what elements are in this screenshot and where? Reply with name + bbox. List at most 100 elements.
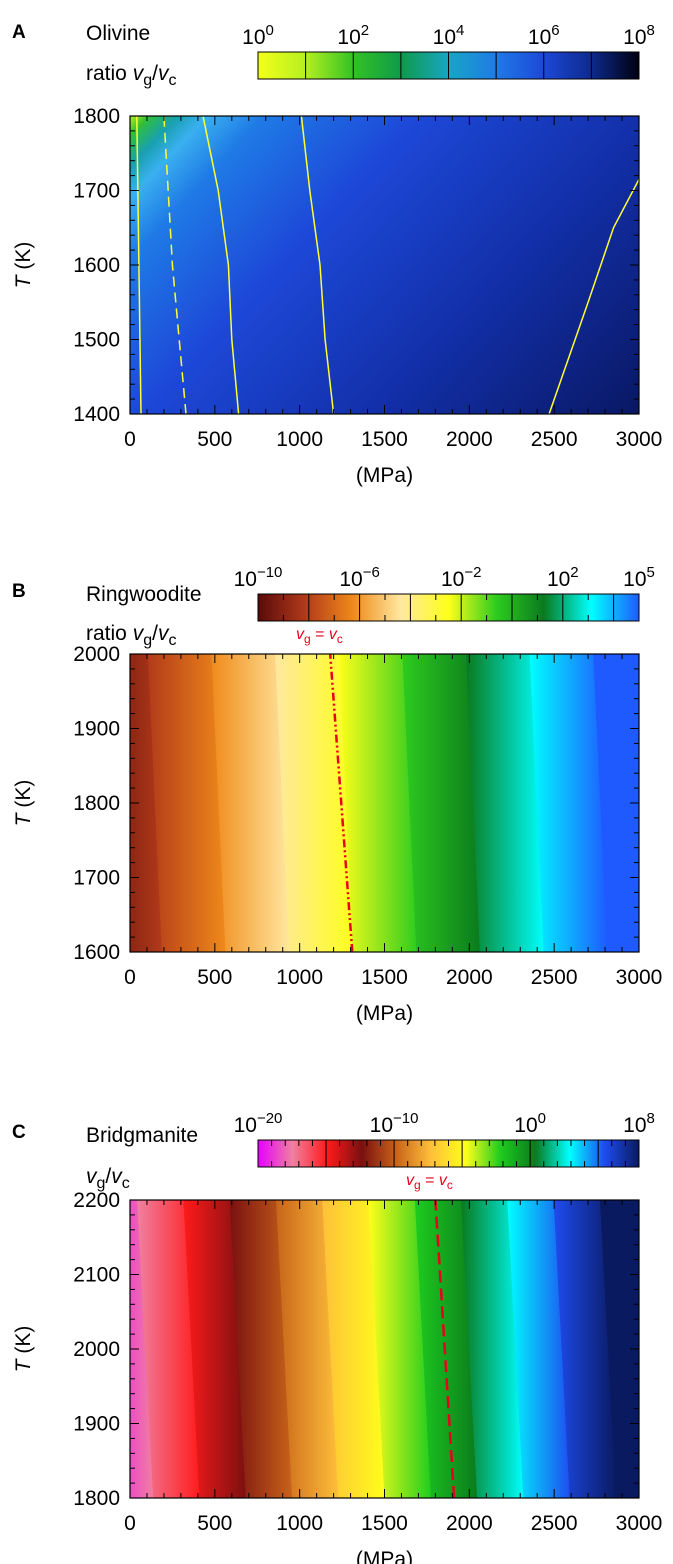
heatmap-band (183, 1200, 247, 1498)
heatmap-band (211, 654, 291, 952)
y-axis-label: T (K) (12, 242, 35, 289)
x-axis-label: (MPa) (356, 1002, 413, 1025)
y-tick-label: 2000 (73, 643, 120, 666)
heatmap-band (147, 654, 227, 952)
colorbar (257, 593, 640, 622)
y-tick-label: 1400 (73, 403, 120, 426)
colorbar-tick-label: 10−2 (441, 564, 481, 591)
equality-line (434, 1200, 456, 1498)
heatmap-band (368, 1200, 432, 1498)
panel-b: B Ringwoodite ratio vg/vc 10−10 10−6 10−2 102 1… (12, 564, 663, 1025)
colorbar-tick-label: 10−10 (234, 564, 283, 591)
x-tick-label: 3000 (616, 966, 663, 989)
heatmap-band (414, 1200, 478, 1498)
y-tick-label: 1800 (73, 1487, 120, 1510)
panel-letter: C (12, 1122, 26, 1143)
heatmap-band (229, 1200, 293, 1498)
mineral-title: Bridgmanite (86, 1124, 198, 1147)
heatmap-band (276, 1200, 340, 1498)
x-tick-label: 1500 (361, 428, 408, 451)
colorbar-tick-label: 102 (337, 22, 369, 49)
colorbar-tick-label: 105 (623, 564, 655, 591)
x-tick-label: 2000 (446, 966, 493, 989)
y-tick-label: 1500 (73, 329, 120, 352)
y-tick-label: 1700 (73, 867, 120, 890)
colorbar-tick-label: 10−6 (339, 564, 379, 591)
x-tick-label: 2000 (446, 1512, 493, 1535)
heatmap-band (275, 654, 354, 952)
contour-line (202, 116, 240, 414)
heatmap-area (130, 654, 639, 952)
heatmap-band (461, 1200, 525, 1498)
y-tick-label: 1900 (73, 1413, 120, 1436)
y-tick-label: 1800 (73, 105, 120, 128)
x-tick-label: 2500 (531, 428, 578, 451)
contour-line (300, 116, 335, 414)
x-tick-label: 0 (124, 1512, 136, 1535)
y-tick-label: 1800 (73, 792, 120, 815)
x-tick-label: 3000 (616, 428, 663, 451)
heatmap-band (599, 1200, 639, 1498)
colorbar-tick-label: 108 (623, 1110, 655, 1137)
panel-a: A Olivine ratio vg/vc 100 102 104 106 108 0 500 10… (12, 22, 662, 487)
colorbar-label: vg/vc (86, 1165, 130, 1192)
y-tick-label: 1700 (73, 180, 120, 203)
heatmap-band (529, 654, 609, 952)
x-tick-label: 2500 (531, 966, 578, 989)
y-tick-label: 1600 (73, 941, 120, 964)
colorbar-label: ratio vg/vc (86, 622, 176, 649)
x-tick-label: 500 (197, 428, 232, 451)
heatmap-band (137, 1200, 201, 1498)
mineral-title: Ringwoodite (86, 583, 202, 606)
x-tick-label: 0 (124, 428, 136, 451)
contour-line (548, 178, 639, 414)
contour-line (163, 116, 187, 414)
colorbar-tick-label: 106 (528, 22, 560, 49)
x-tick-label: 2500 (531, 1512, 578, 1535)
heatmap-area (130, 116, 639, 414)
colorbar-tick-label: 100 (514, 1110, 546, 1137)
colorbar-tick-label: 100 (242, 22, 274, 49)
heatmap-band (465, 654, 545, 952)
x-tick-label: 1000 (276, 1512, 323, 1535)
y-axis-label: T (K) (12, 1326, 35, 1373)
colorbar-tick-label: 10−10 (370, 1110, 419, 1137)
y-axis-label: T (K) (12, 780, 35, 827)
colorbar-label: ratio vg/vc (86, 62, 176, 89)
x-tick-label: 1000 (276, 966, 323, 989)
x-tick-label: 0 (124, 966, 136, 989)
colorbar-tick-label: 104 (433, 22, 465, 49)
x-tick-label: 1000 (276, 428, 323, 451)
heatmap-band (553, 1200, 617, 1498)
heatmap-band (507, 1200, 571, 1498)
heatmap-area (130, 1200, 639, 1498)
panel-letter: B (12, 581, 26, 602)
y-tick-label: 2100 (73, 1264, 120, 1287)
equality-annotation: vg = vc (406, 1172, 453, 1192)
x-axis-label: (MPa) (356, 1548, 413, 1564)
y-tick-label: 2000 (73, 1338, 120, 1361)
y-tick-label: 1600 (73, 254, 120, 277)
colorbar-tick-label: 108 (623, 22, 655, 49)
y-tick-label: 1900 (73, 718, 120, 741)
heatmap-band (402, 654, 481, 952)
panel-letter: A (12, 22, 26, 43)
colorbar-tick-label: 10−20 (234, 1110, 283, 1137)
y-tick-label: 2200 (73, 1189, 120, 1212)
colorbar-tick-label: 102 (547, 564, 579, 591)
x-axis-label: (MPa) (356, 464, 413, 487)
panel-c: C Bridgmanite vg/vc 10−20 10−10 100 108 0 500 100… (12, 1110, 663, 1564)
x-tick-label: 2000 (446, 428, 493, 451)
mineral-title: Olivine (86, 22, 150, 45)
x-tick-label: 500 (197, 1512, 232, 1535)
heatmap-band (322, 1200, 386, 1498)
heatmap-field (130, 116, 639, 414)
x-tick-label: 500 (197, 966, 232, 989)
heatmap-band (338, 654, 418, 952)
equality-annotation: vg = vc (296, 626, 343, 646)
equality-line (328, 654, 354, 952)
x-tick-label: 1500 (361, 1512, 408, 1535)
heatmap-band (593, 654, 639, 952)
x-tick-label: 3000 (616, 1512, 663, 1535)
x-tick-label: 1500 (361, 966, 408, 989)
